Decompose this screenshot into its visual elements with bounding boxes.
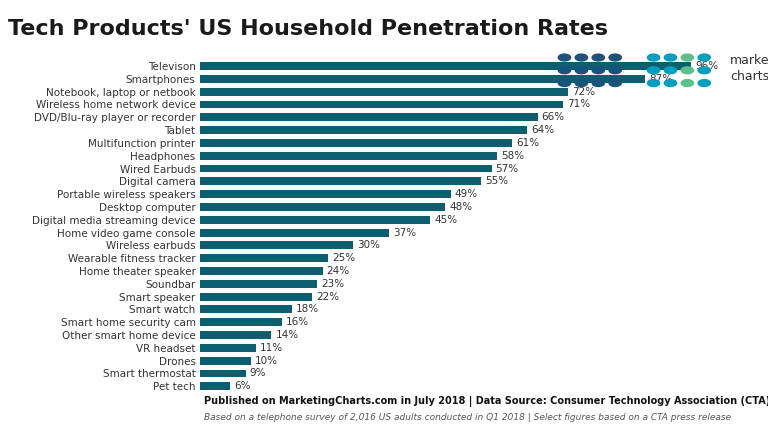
Text: Based on a telephone survey of 2,016 US adults conducted in Q1 2018 | Select fig: Based on a telephone survey of 2,016 US …: [204, 413, 731, 422]
Text: 72%: 72%: [572, 86, 595, 97]
Text: 37%: 37%: [393, 227, 416, 238]
Text: 10%: 10%: [255, 356, 278, 366]
Text: 64%: 64%: [531, 125, 554, 135]
Text: 9%: 9%: [250, 368, 266, 378]
Bar: [200, 293, 313, 301]
Text: 48%: 48%: [449, 202, 472, 212]
Text: 58%: 58%: [501, 151, 524, 161]
Text: 11%: 11%: [260, 343, 283, 353]
Text: 25%: 25%: [332, 253, 355, 263]
Bar: [200, 152, 497, 160]
Text: 14%: 14%: [276, 330, 299, 340]
Bar: [200, 229, 389, 236]
Bar: [200, 62, 691, 70]
Bar: [200, 254, 328, 262]
Bar: [200, 369, 246, 377]
Text: Published on MarketingCharts.com in July 2018 | Data Source: Consumer Technology: Published on MarketingCharts.com in July…: [204, 395, 768, 406]
Text: 24%: 24%: [326, 266, 349, 276]
Text: charts: charts: [730, 70, 768, 83]
Text: 87%: 87%: [649, 74, 672, 84]
Text: 55%: 55%: [485, 176, 508, 186]
Text: 18%: 18%: [296, 305, 319, 314]
Text: 61%: 61%: [516, 138, 539, 148]
Bar: [200, 101, 563, 109]
Bar: [200, 318, 282, 326]
Bar: [200, 280, 317, 288]
Text: 6%: 6%: [234, 381, 251, 391]
Bar: [200, 331, 271, 339]
Bar: [200, 177, 482, 185]
Text: 45%: 45%: [434, 215, 457, 225]
Text: 23%: 23%: [322, 279, 345, 289]
Text: 30%: 30%: [357, 240, 380, 250]
Text: Tech Products' US Household Penetration Rates: Tech Products' US Household Penetration …: [8, 19, 607, 39]
Text: 57%: 57%: [495, 164, 518, 173]
Text: marketing: marketing: [730, 54, 768, 67]
Bar: [200, 139, 512, 147]
Text: 22%: 22%: [316, 292, 339, 302]
Bar: [200, 267, 323, 275]
Bar: [200, 190, 451, 198]
Bar: [200, 88, 568, 95]
Bar: [200, 357, 251, 365]
Text: 96%: 96%: [695, 61, 718, 71]
Bar: [200, 344, 256, 352]
Text: 66%: 66%: [541, 112, 564, 122]
Bar: [200, 164, 492, 173]
Bar: [200, 203, 445, 211]
Bar: [200, 126, 528, 134]
Bar: [200, 242, 353, 249]
Text: 49%: 49%: [455, 189, 478, 199]
Bar: [200, 216, 430, 224]
Bar: [200, 75, 645, 83]
Bar: [200, 382, 230, 390]
Bar: [200, 113, 538, 121]
Bar: [200, 305, 292, 314]
Text: 16%: 16%: [286, 317, 309, 327]
Text: 71%: 71%: [568, 100, 591, 109]
